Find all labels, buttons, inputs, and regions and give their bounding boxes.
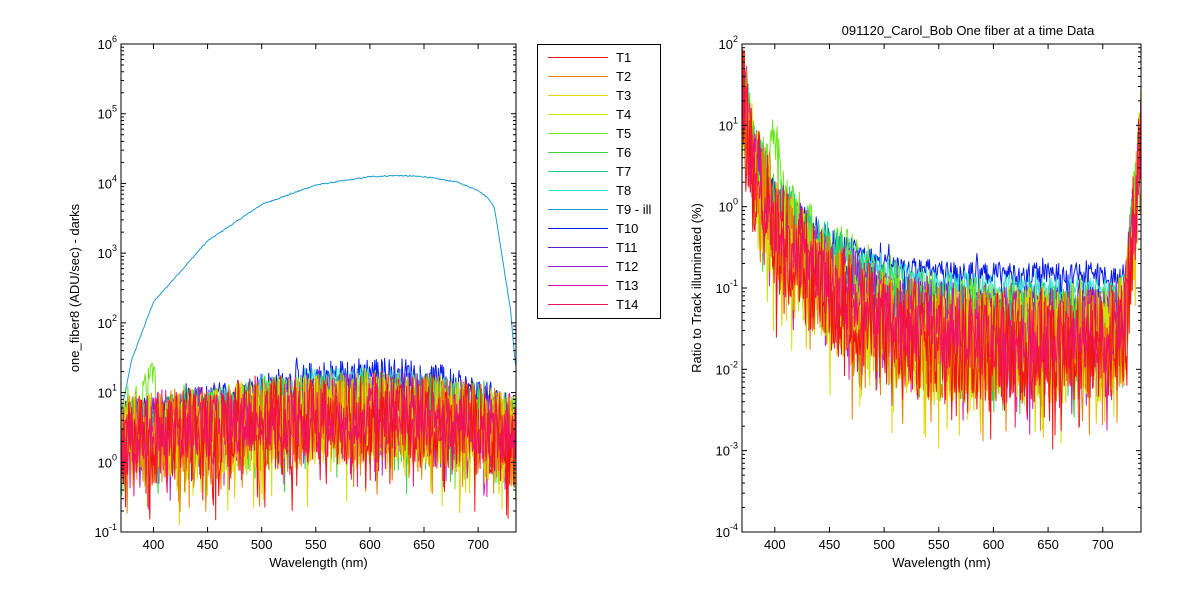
- x-tick-label: 400: [764, 537, 786, 552]
- legend-swatch: [548, 95, 608, 96]
- y-axis-label: Ratio to Track illuminated (%): [689, 203, 704, 373]
- legend-label: T9 - ill: [616, 202, 652, 217]
- y-tick-label: 10-2: [716, 359, 738, 377]
- legend-swatch: [548, 171, 608, 172]
- legend-item: T2: [538, 67, 662, 86]
- series-line-t9-ill: [121, 174, 516, 414]
- legend-item: T5: [538, 124, 662, 143]
- left-plot: 400 450 500 550 600 650 700 10-1 100 101 102 103 104…: [67, 34, 517, 570]
- legend-swatch: [548, 190, 608, 191]
- y-tick-label: 100: [98, 452, 117, 470]
- legend-label: T7: [616, 164, 632, 179]
- legend-swatch: [548, 57, 608, 58]
- legend-swatch: [548, 285, 608, 286]
- legend-swatch: [548, 76, 608, 77]
- legend-label: T12: [616, 259, 639, 274]
- legend-item: T14: [538, 295, 662, 314]
- legend-label: T4: [616, 107, 632, 122]
- y-tick-label: 102: [98, 313, 117, 331]
- legend-swatch: [548, 133, 608, 134]
- x-tick-label: 650: [1037, 537, 1059, 552]
- y-tick-label: 101: [98, 383, 117, 401]
- legend-item: T7: [538, 162, 662, 181]
- y-tick-label: 102: [719, 34, 738, 52]
- x-tick-label: 450: [819, 537, 841, 552]
- legend-item: T10: [538, 219, 662, 238]
- figure-title: 091120_Carol_Bob One fiber at a time Dat…: [842, 23, 1095, 38]
- y-tick-label: 101: [719, 115, 738, 133]
- legend-label: T2: [616, 69, 632, 84]
- x-tick-label: 500: [873, 537, 895, 552]
- legend-swatch: [548, 304, 608, 305]
- legend-swatch: [548, 152, 608, 153]
- x-tick-label: 400: [143, 537, 165, 552]
- legend-swatch: [548, 209, 608, 210]
- y-tick-label: 10-4: [716, 522, 738, 540]
- x-tick-label: 700: [1092, 537, 1114, 552]
- y-tick-label: 106: [98, 34, 117, 52]
- legend-swatch: [548, 114, 608, 115]
- x-tick-label: 550: [928, 537, 950, 552]
- y-tick-label: 10-1: [95, 522, 117, 540]
- legend-swatch: [548, 228, 608, 229]
- x-tick-label: 550: [305, 537, 327, 552]
- legend-swatch: [548, 247, 608, 248]
- legend-item: T4: [538, 105, 662, 124]
- y-axis-label: one_fiber8 (ADU/sec) - darks: [67, 203, 82, 372]
- series-line-t14: [121, 382, 516, 508]
- x-tick-label: 600: [359, 537, 381, 552]
- chart-legend: T1 T2 T3 T4 T5 T6 T7 T8 T9 - ill T10 T11 T12 T13 T14: [537, 44, 661, 319]
- legend-item: T1: [538, 48, 662, 67]
- x-axis-label: Wavelength (nm): [269, 555, 368, 570]
- y-tick-label: 103: [98, 243, 117, 261]
- legend-item: T12: [538, 257, 662, 276]
- legend-item: T8: [538, 181, 662, 200]
- series-line-t2: [121, 370, 516, 514]
- x-tick-label: 700: [467, 537, 489, 552]
- x-tick-label: 650: [413, 537, 435, 552]
- y-tick-label: 10-3: [716, 441, 738, 459]
- axes-frame: [120, 43, 517, 533]
- x-tick-label: 450: [197, 537, 219, 552]
- legend-label: T11: [616, 240, 638, 255]
- legend-label: T13: [616, 278, 639, 293]
- legend-item: T3: [538, 86, 662, 105]
- legend-label: T5: [616, 126, 632, 141]
- legend-label: T6: [616, 145, 632, 160]
- legend-item: T6: [538, 143, 662, 162]
- legend-swatch: [548, 266, 608, 267]
- legend-label: T8: [616, 183, 632, 198]
- series-line-t1: [742, 49, 1141, 450]
- legend-item: T9 - ill: [538, 200, 662, 219]
- legend-item: T11: [538, 238, 662, 257]
- legend-label: T3: [616, 88, 632, 103]
- x-axis-label: Wavelength (nm): [892, 555, 991, 570]
- legend-label: T10: [616, 221, 639, 236]
- x-tick-label: 600: [983, 537, 1005, 552]
- legend-item: T13: [538, 276, 662, 295]
- legend-label: T14: [616, 297, 639, 312]
- legend-label: T1: [616, 50, 632, 65]
- plot-area: [121, 174, 516, 526]
- y-tick-label: 10-1: [716, 278, 738, 296]
- x-tick-label: 500: [251, 537, 273, 552]
- y-tick-label: 105: [98, 104, 117, 122]
- plot-area: [742, 49, 1141, 450]
- y-tick-label: 100: [719, 197, 738, 215]
- y-tick-label: 104: [98, 173, 117, 191]
- series-line-t14: [742, 85, 1141, 428]
- right-plot: 400 450 500 550 600 650 700 10-4 10-3 10-2 10-1 100…: [689, 34, 1142, 570]
